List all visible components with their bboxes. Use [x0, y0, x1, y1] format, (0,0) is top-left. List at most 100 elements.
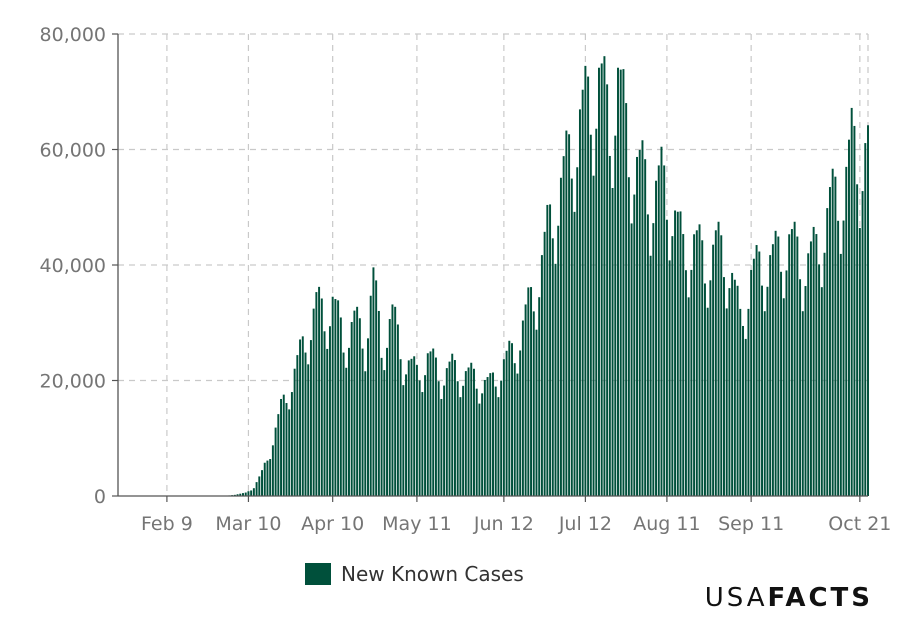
bar	[790, 229, 793, 496]
bar	[418, 380, 421, 496]
bar	[519, 350, 522, 496]
bar	[758, 251, 761, 496]
bar	[720, 235, 723, 496]
logo-text-facts: FACTS	[767, 583, 873, 613]
bar	[372, 267, 375, 496]
bar	[578, 109, 581, 497]
bar	[693, 234, 696, 497]
legend-swatch	[305, 563, 331, 585]
bar	[337, 300, 340, 496]
bar	[598, 67, 600, 496]
bar	[274, 427, 277, 496]
bar	[443, 385, 446, 496]
bar	[780, 271, 783, 496]
bar	[559, 177, 562, 497]
bar	[358, 318, 361, 496]
bar	[636, 156, 638, 496]
bar	[671, 236, 674, 496]
x-tick-label: Feb 9	[141, 513, 193, 535]
bar	[646, 214, 649, 496]
bar	[674, 210, 677, 496]
bar	[407, 360, 410, 496]
bar	[608, 155, 611, 496]
bar	[744, 338, 747, 496]
x-tick-label: Sep 11	[718, 513, 784, 535]
bar	[763, 311, 766, 496]
bar	[557, 225, 560, 497]
bar	[728, 288, 731, 496]
bar	[676, 211, 679, 496]
bar	[638, 149, 641, 496]
bar	[375, 280, 378, 496]
x-tick-label: Apr 10	[301, 513, 364, 535]
bar	[853, 125, 856, 497]
bar	[684, 270, 687, 496]
bar	[695, 230, 698, 497]
bar	[494, 386, 497, 496]
bar	[309, 340, 312, 496]
bar	[489, 373, 492, 496]
bar	[837, 220, 840, 496]
bar	[331, 296, 334, 496]
bar	[747, 308, 750, 496]
bar	[299, 339, 302, 496]
bar	[508, 340, 511, 496]
bar	[761, 285, 763, 496]
bar	[774, 230, 777, 496]
bar	[649, 255, 652, 496]
bar	[617, 67, 619, 496]
bar	[834, 176, 837, 497]
bar	[698, 224, 701, 496]
bar	[858, 228, 861, 497]
bar	[383, 370, 386, 496]
bar	[361, 348, 364, 496]
bar	[627, 177, 630, 496]
bar	[820, 287, 823, 496]
bar	[576, 167, 579, 496]
bar	[742, 325, 744, 496]
cases-bar-chart: 0 20,000 40,000 60,000 80,000 Feb 9 Mar 10 Apr …	[40, 24, 892, 535]
bar	[448, 361, 451, 496]
bar	[845, 166, 848, 496]
bar	[356, 306, 359, 496]
bar	[410, 358, 413, 496]
bar	[481, 393, 484, 496]
bar	[679, 211, 682, 496]
bar	[244, 492, 247, 496]
bar	[736, 285, 739, 496]
logo-text-usa: USA	[704, 583, 768, 613]
bar	[527, 287, 530, 496]
bar	[717, 221, 720, 496]
bar	[633, 194, 636, 497]
bar	[315, 292, 318, 496]
bar	[261, 470, 263, 496]
bar	[456, 381, 459, 496]
bar	[850, 107, 853, 497]
x-tick-label: Oct 21	[828, 513, 891, 535]
bar	[258, 476, 261, 496]
bar	[690, 269, 693, 496]
bar	[293, 368, 296, 496]
bar	[755, 245, 758, 496]
bar	[467, 367, 470, 496]
bar	[320, 298, 323, 496]
bar	[367, 338, 369, 496]
bar	[266, 460, 269, 496]
bar	[796, 236, 799, 496]
bar	[478, 403, 481, 496]
bar	[777, 236, 780, 496]
bar	[725, 308, 728, 496]
bar	[348, 347, 350, 496]
x-tick-label: May 11	[382, 513, 452, 535]
bar	[342, 352, 345, 496]
bar	[307, 364, 310, 496]
bar	[606, 84, 609, 496]
chart-area: 0 20,000 40,000 60,000 80,000 Feb 9 Mar 10 Apr …	[40, 24, 892, 535]
bar	[723, 277, 725, 496]
bar	[269, 459, 272, 496]
bar	[554, 263, 557, 496]
y-tick-label: 20,000	[40, 371, 106, 393]
x-tick-label: Jul 12	[558, 513, 612, 535]
bar	[402, 385, 405, 496]
bar	[622, 69, 625, 496]
